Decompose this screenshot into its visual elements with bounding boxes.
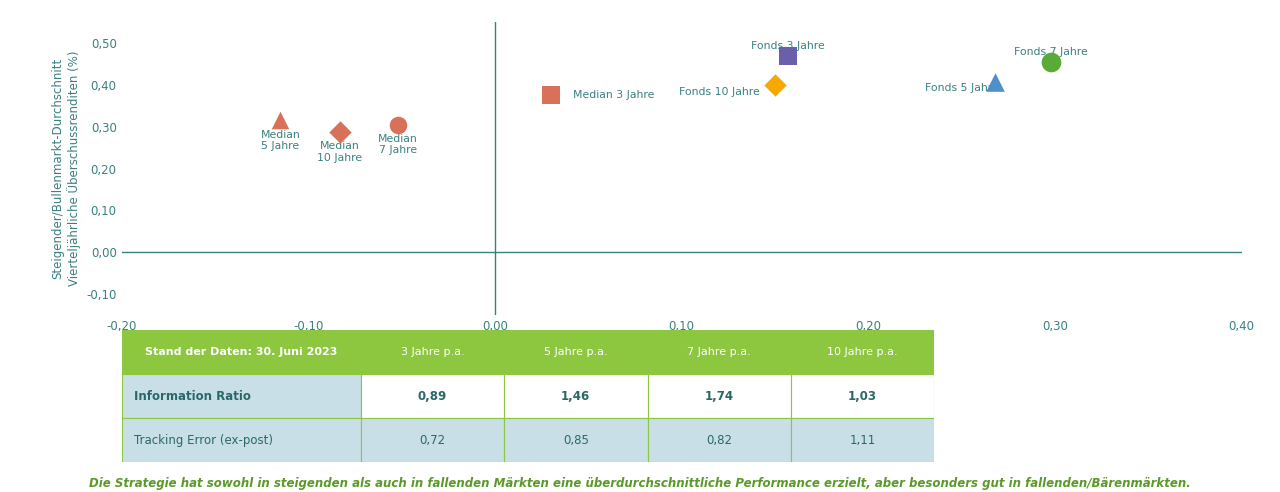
Text: Median
7 Jahre: Median 7 Jahre [378, 134, 417, 155]
Text: Die Strategie hat sowohl in steigenden als auch in fallenden Märkten eine überdu: Die Strategie hat sowohl in steigenden a… [90, 477, 1190, 490]
Bar [648, 374, 791, 418]
Bar [361, 374, 504, 418]
Bar [361, 330, 504, 374]
Bar [791, 418, 934, 462]
Point [764, 81, 785, 89]
Text: Stand der Daten: 30. Juni 2023: Stand der Daten: 30. Juni 2023 [145, 347, 338, 357]
Bar [361, 418, 504, 462]
Text: Median
10 Jahre: Median 10 Jahre [317, 141, 362, 162]
Text: Median
5 Jahre: Median 5 Jahre [260, 129, 300, 151]
Point [1041, 58, 1061, 66]
Text: 0,72: 0,72 [420, 434, 445, 447]
Text: 0,85: 0,85 [563, 434, 589, 447]
Text: 10 Jahre p.a.: 10 Jahre p.a. [827, 347, 899, 357]
Text: Tracking Error (ex-post): Tracking Error (ex-post) [134, 434, 273, 447]
Bar [122, 374, 361, 418]
Point [540, 92, 561, 99]
Text: Information Ratio: Information Ratio [134, 390, 251, 402]
Bar [504, 374, 648, 418]
Point [778, 52, 799, 60]
Bar [122, 418, 361, 462]
Y-axis label: Steigender/Bullenmarkt-Durchschnitt
Vierteljährliche Überschussrenditen (%): Steigender/Bullenmarkt-Durchschnitt Vier… [51, 51, 81, 286]
Text: Median 3 Jahre: Median 3 Jahre [573, 91, 654, 100]
Text: Fonds 3 Jahre: Fonds 3 Jahre [751, 40, 824, 51]
Text: 1,03: 1,03 [849, 390, 877, 402]
Text: 1,74: 1,74 [705, 390, 733, 402]
Text: 1,11: 1,11 [850, 434, 876, 447]
Point [330, 128, 351, 136]
Text: Fonds 10 Jahre: Fonds 10 Jahre [680, 87, 760, 97]
Bar [504, 330, 648, 374]
Bar [122, 330, 361, 374]
Text: 7 Jahre p.a.: 7 Jahre p.a. [687, 347, 751, 357]
Point [986, 78, 1006, 86]
Bar [791, 374, 934, 418]
Text: Fonds 7 Jahre: Fonds 7 Jahre [1014, 47, 1088, 57]
Bar [791, 330, 934, 374]
Text: Fonds 5 Jahre: Fonds 5 Jahre [924, 83, 998, 93]
Point [270, 117, 291, 124]
Bar [504, 418, 648, 462]
Text: 3 Jahre p.a.: 3 Jahre p.a. [401, 347, 465, 357]
Text: 5 Jahre p.a.: 5 Jahre p.a. [544, 347, 608, 357]
Bar [648, 330, 791, 374]
Text: 1,46: 1,46 [561, 390, 590, 402]
Text: 0,82: 0,82 [707, 434, 732, 447]
Bar [648, 418, 791, 462]
X-axis label: Fallende/Bärenmarkt-Durchschnitt
Vierteljährliche Überschussrenditen (%): Fallende/Bärenmarkt-Durchschnitt Viertel… [564, 338, 799, 368]
Point [388, 121, 408, 128]
Text: 0,89: 0,89 [417, 390, 447, 402]
